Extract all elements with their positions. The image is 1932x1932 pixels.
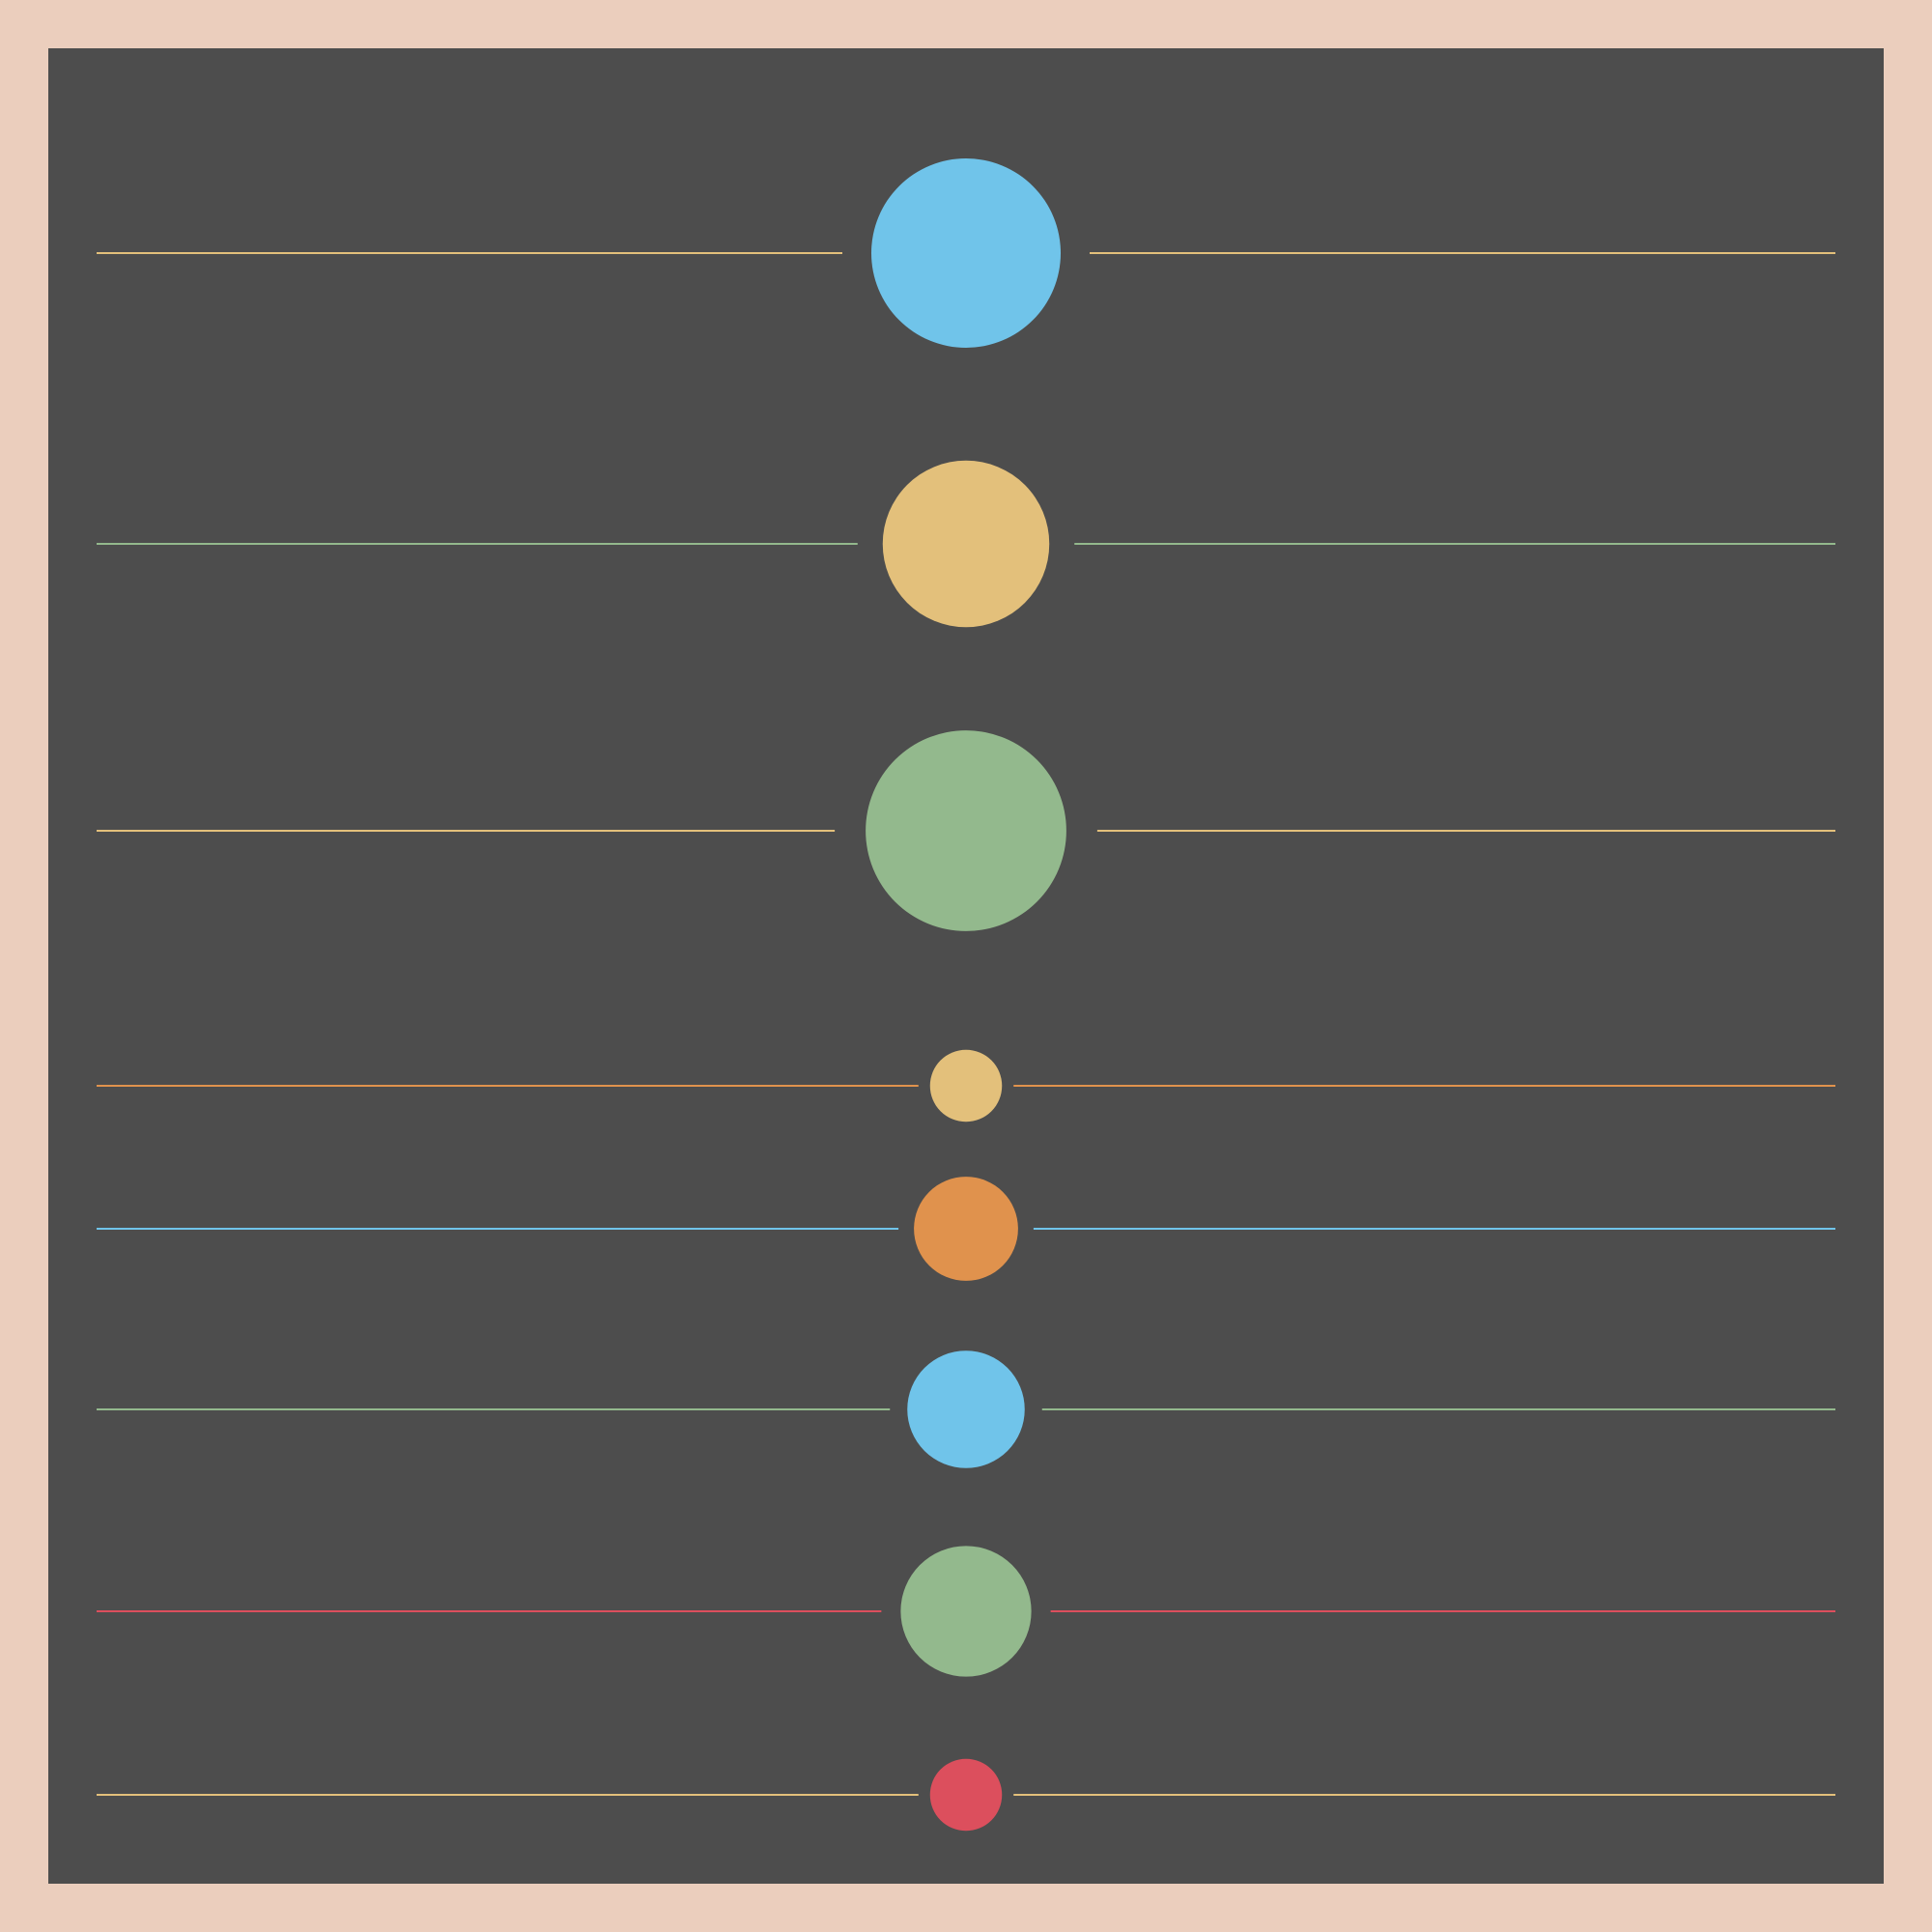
row-7-dot [900,1546,1032,1677]
row-6-dot [907,1350,1025,1468]
row-1-dot [871,158,1061,348]
row-8-dot [929,1758,1003,1832]
row-3-dot [866,730,1066,931]
row-4-dot [929,1049,1003,1122]
row-5-dot [914,1177,1018,1281]
row-2-dot [882,460,1050,628]
